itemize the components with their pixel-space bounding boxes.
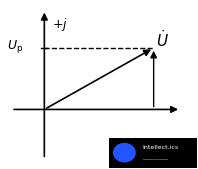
Text: $+j$: $+j$	[52, 16, 68, 33]
FancyBboxPatch shape	[109, 138, 197, 168]
Text: $U_{\rm p}$: $U_{\rm p}$	[7, 38, 23, 55]
Text: $\dot{U}$: $\dot{U}$	[156, 29, 168, 50]
Text: ─────────: ─────────	[142, 157, 168, 162]
Circle shape	[114, 143, 135, 162]
Text: Intellect.ics: Intellect.ics	[142, 145, 178, 150]
